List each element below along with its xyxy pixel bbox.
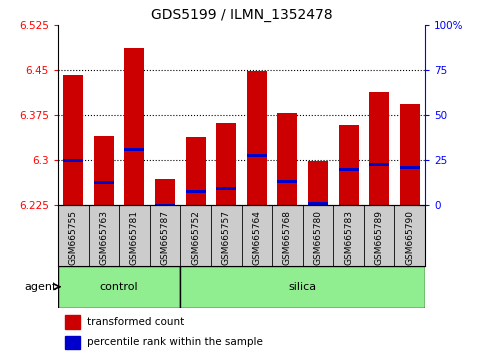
Bar <box>125 48 144 205</box>
Text: GSM665783: GSM665783 <box>344 210 353 265</box>
Bar <box>369 163 389 166</box>
Bar <box>277 180 298 183</box>
Text: GSM665780: GSM665780 <box>313 210 323 265</box>
Text: GSM665790: GSM665790 <box>405 210 414 265</box>
Bar <box>339 168 358 171</box>
Bar <box>308 202 328 205</box>
Bar <box>155 204 175 207</box>
Text: GSM665768: GSM665768 <box>283 210 292 265</box>
Bar <box>400 166 420 169</box>
Bar <box>185 190 206 193</box>
Bar <box>339 125 358 205</box>
Text: GSM665781: GSM665781 <box>130 210 139 265</box>
Bar <box>216 123 236 205</box>
Text: GSM665755: GSM665755 <box>69 210 78 265</box>
Bar <box>94 136 114 205</box>
Bar <box>216 187 236 190</box>
Bar <box>308 161 328 205</box>
Text: agent: agent <box>24 282 57 292</box>
Bar <box>63 75 83 205</box>
Bar <box>65 336 80 349</box>
Text: silica: silica <box>289 282 317 292</box>
Text: GSM665787: GSM665787 <box>160 210 170 265</box>
Text: GSM665763: GSM665763 <box>99 210 108 265</box>
Bar <box>247 154 267 157</box>
Bar <box>369 92 389 205</box>
Bar <box>58 266 180 308</box>
Bar <box>125 148 144 151</box>
Title: GDS5199 / ILMN_1352478: GDS5199 / ILMN_1352478 <box>151 8 332 22</box>
Text: GSM665757: GSM665757 <box>222 210 231 265</box>
Bar <box>180 266 425 308</box>
Text: control: control <box>100 282 139 292</box>
Bar <box>247 70 267 205</box>
Bar <box>94 181 114 184</box>
Text: GSM665789: GSM665789 <box>375 210 384 265</box>
Bar <box>277 113 298 205</box>
Text: GSM665764: GSM665764 <box>252 210 261 265</box>
Bar <box>65 315 80 329</box>
Bar <box>185 137 206 205</box>
Bar <box>63 159 83 162</box>
Text: transformed count: transformed count <box>87 317 185 327</box>
Bar <box>155 179 175 205</box>
Bar <box>400 104 420 205</box>
Text: percentile rank within the sample: percentile rank within the sample <box>87 337 263 348</box>
Text: GSM665752: GSM665752 <box>191 210 200 265</box>
